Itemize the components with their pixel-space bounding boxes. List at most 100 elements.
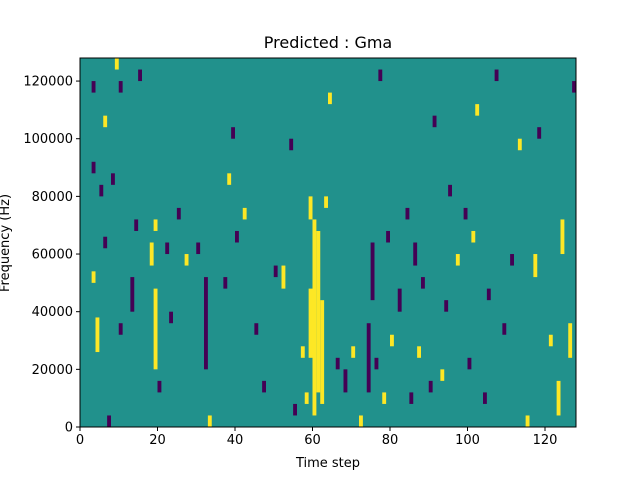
heatmap-cell-low — [231, 127, 235, 139]
heatmap-cell-high — [149, 242, 154, 266]
heatmap-cell-low — [169, 311, 173, 324]
x-axis: 0 20 40 60 80 100 120 — [76, 427, 558, 448]
heatmap-background — [80, 58, 576, 427]
x-tick-label: 0 — [76, 433, 84, 448]
heatmap-cell-high — [533, 254, 538, 278]
heatmap-cell-high — [440, 369, 445, 381]
heatmap-cell-high — [382, 392, 387, 404]
heatmap-cell-low — [165, 242, 170, 255]
x-tick-label: 80 — [382, 433, 399, 448]
heatmap-cell-low — [273, 265, 278, 278]
heatmap-cell-low — [103, 236, 108, 249]
heatmap-cell-high — [525, 415, 530, 427]
heatmap-cell-high — [207, 415, 212, 427]
heatmap-cell-high — [324, 196, 328, 208]
heatmap-cell-low — [572, 81, 576, 93]
heatmap-cell-high — [320, 300, 325, 404]
heatmap-cell-high — [227, 173, 232, 185]
heatmap-cell-high — [548, 334, 553, 347]
heatmap-cell-high — [308, 196, 313, 220]
heatmap-cell-low — [130, 277, 135, 312]
heatmap-cell-high — [517, 138, 522, 151]
heatmap-cell-low — [494, 69, 499, 82]
y-axis-label: Frequency (Hz) — [0, 194, 13, 292]
heatmap-cell-high — [114, 58, 119, 70]
heatmap-cell-high — [281, 265, 286, 289]
heatmap-cell-low — [262, 380, 266, 393]
heatmap-cell-low — [444, 300, 449, 312]
heatmap-cell-low — [99, 184, 104, 197]
y-tick-label: 100000 — [23, 132, 73, 147]
x-tick-label: 120 — [533, 433, 558, 448]
heatmap-cell-low — [91, 161, 96, 174]
heatmap-cell-high — [312, 219, 317, 416]
y-tick-label: 40000 — [32, 305, 73, 320]
heatmap-cell-low — [254, 323, 259, 335]
heatmap-cell-low — [537, 127, 542, 139]
heatmap-cell-high — [304, 392, 309, 404]
heatmap-cell-low — [409, 392, 414, 404]
heatmap-cell-high — [417, 346, 421, 358]
heatmap-cells — [91, 58, 576, 427]
heatmap-cell-low — [134, 219, 139, 231]
heatmap-cell-low — [448, 184, 452, 197]
y-tick-label: 0 — [65, 421, 73, 436]
heatmap-cell-high — [556, 380, 561, 416]
heatmap-cell-low — [386, 230, 390, 243]
heatmap-cell-low — [366, 323, 371, 393]
heatmap-cell-low — [421, 277, 425, 289]
heatmap-cell-low — [343, 369, 348, 393]
x-tick-label: 20 — [149, 433, 166, 448]
chart-title: Predicted : Gma — [264, 33, 392, 52]
heatmap-cell-low — [138, 69, 142, 82]
heatmap-cell-high — [153, 219, 158, 231]
heatmap-cell-high — [471, 230, 476, 243]
heatmap-cell-low — [463, 207, 468, 220]
y-axis: 0 20000 40000 60000 80000 100000 120000 — [23, 75, 80, 436]
heatmap-cell-high — [103, 115, 108, 128]
heatmap-cell-low — [335, 357, 340, 370]
x-tick-label: 100 — [455, 433, 480, 448]
heatmap-cell-high — [390, 334, 394, 347]
heatmap-cell-low — [413, 242, 418, 266]
heatmap-cell-low — [397, 288, 402, 312]
heatmap-cell-high — [359, 415, 363, 427]
heatmap-cell-high — [475, 104, 480, 116]
heatmap-cell-high — [328, 92, 332, 105]
heatmap-cell-low — [118, 81, 123, 93]
heatmap-cell-low — [483, 392, 487, 404]
heatmap-cell-low — [405, 207, 410, 220]
heatmap-cell-low — [378, 69, 383, 82]
heatmap-cell-low — [107, 415, 111, 427]
heatmap-cell-high — [568, 323, 573, 358]
x-tick-label: 40 — [227, 433, 244, 448]
heatmap-cell-low — [91, 81, 96, 93]
heatmap-cell-low — [432, 115, 437, 128]
plot-area — [79, 57, 577, 428]
x-axis-label: Time step — [295, 456, 360, 471]
heatmap-cell-high — [455, 254, 460, 266]
heatmap-cell-high — [91, 271, 96, 283]
heatmap-cell-high — [300, 346, 305, 358]
heatmap-cell-low — [510, 254, 514, 266]
heatmap-cell-high — [95, 317, 100, 353]
axes-frame — [79, 57, 577, 428]
heatmap-cell-low — [157, 380, 162, 393]
heatmap-cell-high — [308, 288, 313, 358]
heatmap-cell-high — [153, 288, 158, 370]
heatmap-cell-low — [428, 380, 433, 393]
heatmap-cell-high — [351, 346, 356, 358]
heatmap-cell-high — [184, 254, 189, 266]
heatmap-cell-low — [235, 230, 239, 243]
y-tick-label: 120000 — [23, 75, 73, 90]
heatmap-cell-high — [560, 219, 565, 255]
heatmap-cell-low — [176, 207, 181, 220]
heatmap-cell-low — [467, 357, 472, 370]
x-tick-label: 60 — [304, 433, 321, 448]
heatmap-cell-low — [223, 277, 228, 289]
heatmap-cell-low — [111, 173, 115, 185]
heatmap-cell-low — [502, 323, 507, 335]
heatmap-cell-low — [293, 403, 297, 416]
heatmap-cell-low — [374, 357, 379, 370]
y-tick-label: 60000 — [32, 248, 73, 263]
